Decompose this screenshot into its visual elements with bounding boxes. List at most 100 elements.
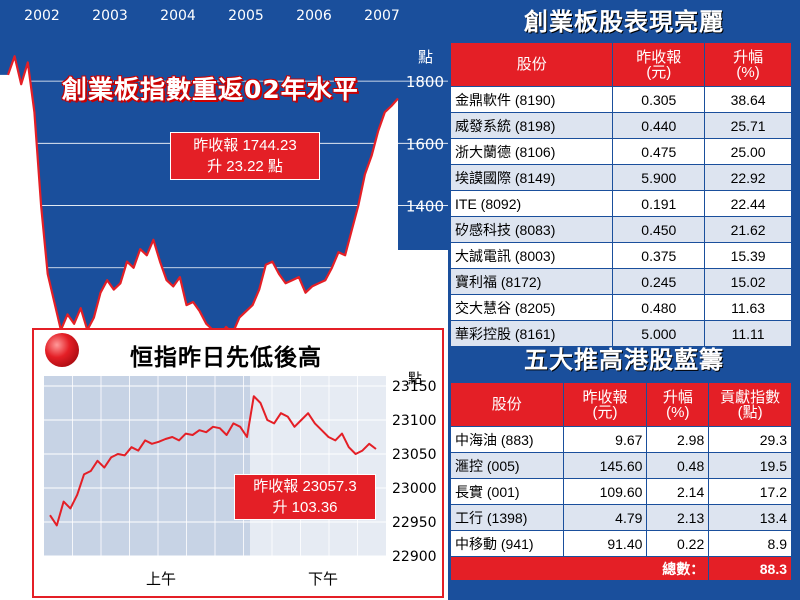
hk-cell: 0.22 xyxy=(646,530,710,557)
gem-cell: 15.39 xyxy=(704,242,792,269)
hsi-y-tick: 22950 xyxy=(392,515,437,531)
hk-table-title: 五大推高港股藍籌 xyxy=(524,346,724,374)
gem-cell: 38.64 xyxy=(704,86,792,113)
year-label: 2004 xyxy=(160,8,196,24)
hk-cell: 19.5 xyxy=(708,452,792,479)
gem-row: 矽感科技 (8083) 0.450 21.62 xyxy=(449,216,792,243)
hsi-chart-title: 恒指昨日先低後高 xyxy=(130,345,322,371)
hk-row: 工行 (1398) 4.79 2.13 13.4 xyxy=(450,504,792,531)
gem-row: ITE (8092) 0.191 22.44 xyxy=(449,190,792,217)
x-label-morning: 上午 xyxy=(146,570,176,588)
hk-cell: 中海油 (883) xyxy=(450,426,564,453)
year-label: 2007 xyxy=(364,8,400,24)
hk-row: 滙控 (005) 145.60 0.48 19.5 xyxy=(450,452,792,479)
main-unit-label: 點 xyxy=(418,48,433,66)
hsi-line xyxy=(49,395,377,527)
hsi-unit-label: 點 xyxy=(408,372,422,388)
hk-cell: 滙控 (005) xyxy=(450,452,564,479)
gem-cell: 22.44 xyxy=(704,190,792,217)
gem-cell: 0.440 xyxy=(612,112,706,139)
bluechip-table: 股份 昨收報 (元) 升幅 (%) 貢獻指數 (點) 中海油 (883) 9.67… xyxy=(449,382,792,581)
gem-row: 華彩控股 (8161) 5.000 11.11 xyxy=(449,320,792,347)
hk-cell: 13.4 xyxy=(708,504,792,531)
main-change-value: 升 23.22 點 xyxy=(207,158,283,175)
main-y-tick: 1200 xyxy=(406,260,444,278)
hk-cell: 0.48 xyxy=(646,452,710,479)
year-label: 2006 xyxy=(296,8,332,24)
year-label: 2003 xyxy=(92,8,128,24)
hk-cell: 中移動 (941) xyxy=(450,530,564,557)
hsi-intraday-chart: 22900 22950 23000 23050 23100 23150 點 上午 下午 xyxy=(44,372,437,588)
hsi-y-tick: 23000 xyxy=(392,481,437,497)
hsi-y-tick: 23150 xyxy=(392,379,437,395)
gem-row: 寶利福 (8172) 0.245 15.02 xyxy=(449,268,792,295)
hk-cell: 109.60 xyxy=(562,478,648,505)
gem-cell: 金鼎軟件 (8190) xyxy=(449,86,614,113)
year-label: 2002 xyxy=(24,8,60,24)
hsi-y-tick: 22900 xyxy=(392,549,437,565)
main-close-callout: 昨收報 1744.23 升 23.22 點 xyxy=(170,132,320,180)
gem-cell: 0.475 xyxy=(612,138,706,165)
gem-row: 埃謨國際 (8149) 5.900 22.92 xyxy=(449,164,792,191)
year-label: 2005 xyxy=(228,8,264,24)
gem-cell: 0.191 xyxy=(612,190,706,217)
gem-header-close: 昨收報 (元) xyxy=(612,42,706,87)
x-label-afternoon: 下午 xyxy=(308,570,338,588)
gem-row: 浙大蘭德 (8106) 0.475 25.00 xyxy=(449,138,792,165)
gem-cell: 11.11 xyxy=(704,320,792,347)
main-close-value: 昨收報 1744.23 xyxy=(193,137,297,154)
gem-cell: 埃謨國際 (8149) xyxy=(449,164,614,191)
gem-cell: 大誠電訊 (8003) xyxy=(449,242,614,269)
hk-row: 長實 (001) 109.60 2.14 17.2 xyxy=(450,478,792,505)
hk-total-value: 88.3 xyxy=(708,556,792,581)
gem-header-stock: 股份 xyxy=(449,42,614,87)
gem-cell: 交大慧谷 (8205) xyxy=(449,294,614,321)
hk-cell: 4.79 xyxy=(562,504,648,531)
gem-row: 威發系統 (8198) 0.440 25.71 xyxy=(449,112,792,139)
hk-cell: 2.14 xyxy=(646,478,710,505)
gem-row: 金鼎軟件 (8190) 0.305 38.64 xyxy=(449,86,792,113)
hk-cell: 29.3 xyxy=(708,426,792,453)
hk-cell: 2.98 xyxy=(646,426,710,453)
gem-cell: 浙大蘭德 (8106) xyxy=(449,138,614,165)
gem-cell: 寶利福 (8172) xyxy=(449,268,614,295)
main-chart-title: 創業板指數重返02年水平 xyxy=(62,75,359,104)
gem-cell: 0.480 xyxy=(612,294,706,321)
gem-cell: 25.71 xyxy=(704,112,792,139)
hk-cell: 17.2 xyxy=(708,478,792,505)
red-ball-icon xyxy=(45,333,79,367)
hsi-y-tick: 23050 xyxy=(392,447,437,463)
hk-cell: 9.67 xyxy=(562,426,648,453)
gem-row: 大誠電訊 (8003) 0.375 15.39 xyxy=(449,242,792,269)
main-y-tick: 1400 xyxy=(406,198,444,216)
gem-cell: 0.245 xyxy=(612,268,706,295)
gem-stocks-table: 股份 昨收報 (元) 升幅 (%) 金鼎軟件 (8190) 0.305 38.64 威… xyxy=(449,42,792,347)
hk-header-stock: 股份 xyxy=(450,382,564,427)
gem-cell: 0.450 xyxy=(612,216,706,243)
gem-cell: 15.02 xyxy=(704,268,792,295)
gem-table-title: 創業板股表現亮麗 xyxy=(524,8,724,36)
hsi-change-value: 升 103.36 xyxy=(272,499,338,516)
hsi-close-value: 昨收報 23057.3 xyxy=(253,478,357,495)
gem-cell: 11.63 xyxy=(704,294,792,321)
hk-cell: 91.40 xyxy=(562,530,648,557)
gem-cell: 25.00 xyxy=(704,138,792,165)
hk-row: 中海油 (883) 9.67 2.98 29.3 xyxy=(450,426,792,453)
gem-cell: ITE (8092) xyxy=(449,190,614,217)
gem-cell: 5.900 xyxy=(612,164,706,191)
gem-cell: 22.92 xyxy=(704,164,792,191)
main-y-tick: 1800 xyxy=(406,73,444,91)
hk-cell: 工行 (1398) xyxy=(450,504,564,531)
gem-index-line xyxy=(6,55,399,330)
hk-cell: 8.9 xyxy=(708,530,792,557)
gem-cell: 5.000 xyxy=(612,320,706,347)
hk-total-row: 總數： 88.3 xyxy=(449,556,792,581)
gem-cell: 威發系統 (8198) xyxy=(449,112,614,139)
hk-cell: 長實 (001) xyxy=(450,478,564,505)
hk-total-label: 總數： xyxy=(449,556,710,581)
hk-header-close: 昨收報 (元) xyxy=(562,382,648,427)
hk-cell: 2.13 xyxy=(646,504,710,531)
hk-header-change: 升幅 (%) xyxy=(646,382,710,427)
gem-cell: 矽感科技 (8083) xyxy=(449,216,614,243)
